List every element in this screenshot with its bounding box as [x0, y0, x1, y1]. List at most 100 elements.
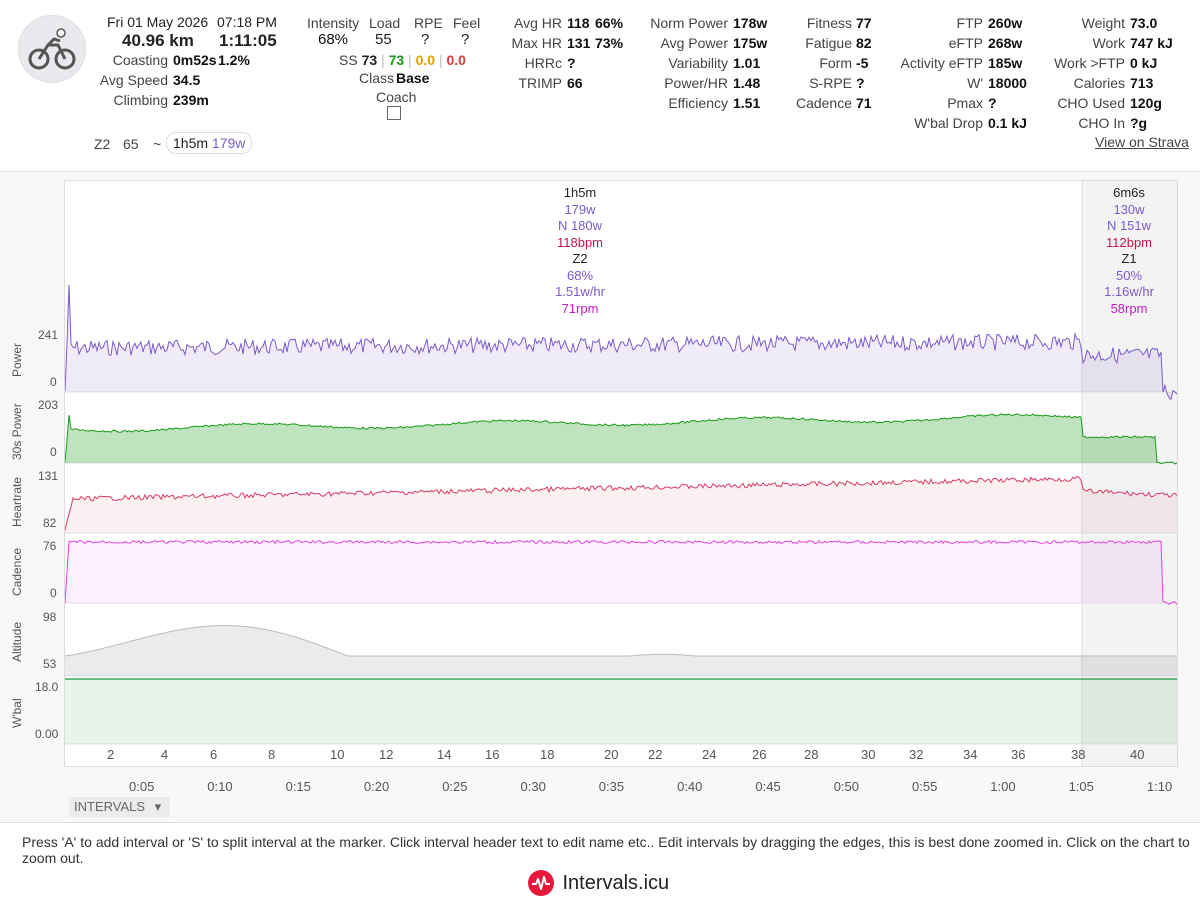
- hrrc-label: HRRc: [524, 55, 562, 71]
- ftp-label: FTP: [956, 15, 983, 31]
- altitude-axis-label: Altitude: [10, 621, 24, 662]
- heartrate-series-line: [64, 475, 1178, 531]
- altitude-axis-min: 53: [43, 657, 57, 671]
- ss-label: SS: [339, 52, 358, 68]
- power30-axis-label: 30s Power: [10, 403, 24, 460]
- distance-tick-10: 10: [330, 747, 345, 762]
- climbing-label: Climbing: [113, 92, 168, 108]
- cho-used-value: 120g: [1130, 95, 1162, 111]
- time-tick-0:35: 0:35: [598, 779, 625, 794]
- pmax-value: ?: [988, 95, 997, 111]
- interval-2-np: N 151w: [1106, 218, 1152, 233]
- weight-value: 73.0: [1130, 15, 1158, 31]
- distance-tick-26: 26: [752, 747, 767, 762]
- interval-2-summary[interactable]: 6m6s 130w N 151w 112bpm Z1 50% 1.16w/hr …: [1080, 185, 1178, 317]
- time-tick-1:05: 1:05: [1068, 779, 1094, 794]
- ss-row: SS 73 | 73 | 0.0 | 0.0: [339, 52, 466, 68]
- srpe-value: ?: [856, 75, 865, 91]
- pmax-label: Pmax: [947, 95, 983, 111]
- zone-time: 1h5m: [173, 135, 209, 151]
- coasting-pct: 1.2%: [218, 52, 250, 68]
- wbal-axis-label: W'bal: [10, 698, 24, 728]
- intensity-label: Intensity: [307, 15, 360, 31]
- load-value: 55: [375, 31, 392, 48]
- rpe-label[interactable]: RPE: [414, 15, 443, 31]
- wbal-series-fill: [65, 679, 1177, 744]
- distance-tick-6: 6: [210, 747, 218, 762]
- power30-axis-max: 203: [38, 398, 59, 412]
- feel-label[interactable]: Feel: [453, 15, 481, 31]
- avg-speed-label: Avg Speed: [99, 72, 168, 88]
- chart-svg[interactable]: [64, 181, 1178, 766]
- activity-chart[interactable]: [64, 180, 1178, 767]
- help-text: Press 'A' to add interval or 'S' to spli…: [22, 834, 1190, 866]
- cadence-series-line: [64, 539, 1178, 605]
- coasting-label: Coasting: [112, 52, 168, 68]
- interval-1-np: N 180w: [557, 218, 603, 233]
- cho-in-label[interactable]: CHO In: [1078, 115, 1125, 131]
- distance-tick-34: 34: [963, 747, 978, 762]
- feel-value[interactable]: ?: [461, 31, 470, 48]
- pulse-logo-icon: [528, 870, 554, 896]
- norm-power-value: 178w: [733, 15, 768, 31]
- fitness-label: Fitness: [806, 15, 852, 31]
- activity-date: Fri 01 May 2026: [107, 14, 209, 30]
- form-label: Form: [819, 55, 852, 71]
- distance-tick-38: 38: [1071, 747, 1086, 762]
- intervals-logo[interactable]: Intervals.icu: [528, 870, 669, 896]
- avg-hr-label: Avg HR: [514, 15, 562, 31]
- norm-power-label: Norm Power: [650, 15, 728, 31]
- time-tick-0:25: 0:25: [442, 779, 468, 794]
- fatigue-value: 82: [856, 35, 872, 51]
- interval-2-efficiency: 1.16w/hr: [1104, 284, 1154, 299]
- view-on-strava-link[interactable]: View on Strava: [1095, 134, 1189, 150]
- calories-label: Calories: [1073, 75, 1125, 91]
- trimp-value: 66: [567, 75, 583, 91]
- cho-in-value[interactable]: ?g: [1130, 115, 1148, 131]
- heartrate-axis-min: 82: [43, 516, 57, 530]
- efficiency-label: Efficiency: [668, 95, 728, 111]
- header-divider: [0, 171, 1200, 172]
- w-prime-label: W': [967, 75, 983, 91]
- class-label: Class: [359, 70, 395, 86]
- interval-1-summary[interactable]: 1h5m 179w N 180w 118bpm Z2 68% 1.51w/hr …: [520, 185, 640, 317]
- time-tick-1:10: 1:10: [1146, 779, 1173, 794]
- interval-2-cadence: 58rpm: [1110, 300, 1148, 316]
- heartrate-axis-max: 131: [38, 469, 59, 483]
- activity-type-avatar: [18, 15, 86, 83]
- activity-distance: 40.96 km: [122, 31, 194, 50]
- max-hr-label: Max HR: [511, 35, 562, 51]
- hrrc-value: ?: [567, 55, 576, 71]
- cadence-axis-max: 76: [43, 539, 57, 553]
- interval-1-time: 1h5m: [563, 185, 597, 200]
- intensity-value: 68%: [318, 31, 349, 48]
- altitude-series-fill: [65, 625, 1177, 676]
- ss-value-2: 73: [388, 52, 405, 68]
- interval-1-pct: 68%: [566, 267, 594, 283]
- distance-tick-36: 36: [1011, 747, 1026, 762]
- cadence-value: 71: [856, 95, 872, 111]
- distance-tick-16: 16: [485, 747, 500, 762]
- activity-duration: 1:11:05: [219, 31, 277, 50]
- rpe-value[interactable]: ?: [421, 31, 430, 48]
- power-axis-label: Power: [10, 342, 24, 377]
- time-tick-0:50: 0:50: [833, 779, 859, 794]
- coach-checkbox[interactable]: [387, 106, 401, 120]
- distance-tick-22: 22: [648, 747, 663, 762]
- interval-1-cadence: 71rpm: [561, 300, 599, 316]
- intervals-toggle-button[interactable]: INTERVALS ▾: [69, 797, 170, 817]
- zone-power: 179w: [211, 135, 246, 151]
- interval-2-time: 6m6s: [1113, 185, 1145, 200]
- cadence-axis-min: 0: [50, 586, 57, 600]
- brand-name: Intervals.icu: [562, 871, 670, 894]
- srpe-label: S-RPE: [809, 75, 852, 91]
- cho-used-label: CHO Used: [1057, 95, 1125, 111]
- interval-1-hr: 118bpm: [556, 234, 603, 250]
- fitness-value: 77: [856, 15, 872, 31]
- cadence-label: Cadence: [795, 95, 852, 111]
- ss-value-1: 73: [361, 52, 378, 68]
- zone-summary-chip[interactable]: 1h5m 179w: [166, 132, 253, 154]
- wbal-axis-max: 18.0: [35, 680, 59, 694]
- activity-time: 07:18 PM: [217, 14, 277, 30]
- ftp-value: 260w: [988, 15, 1023, 31]
